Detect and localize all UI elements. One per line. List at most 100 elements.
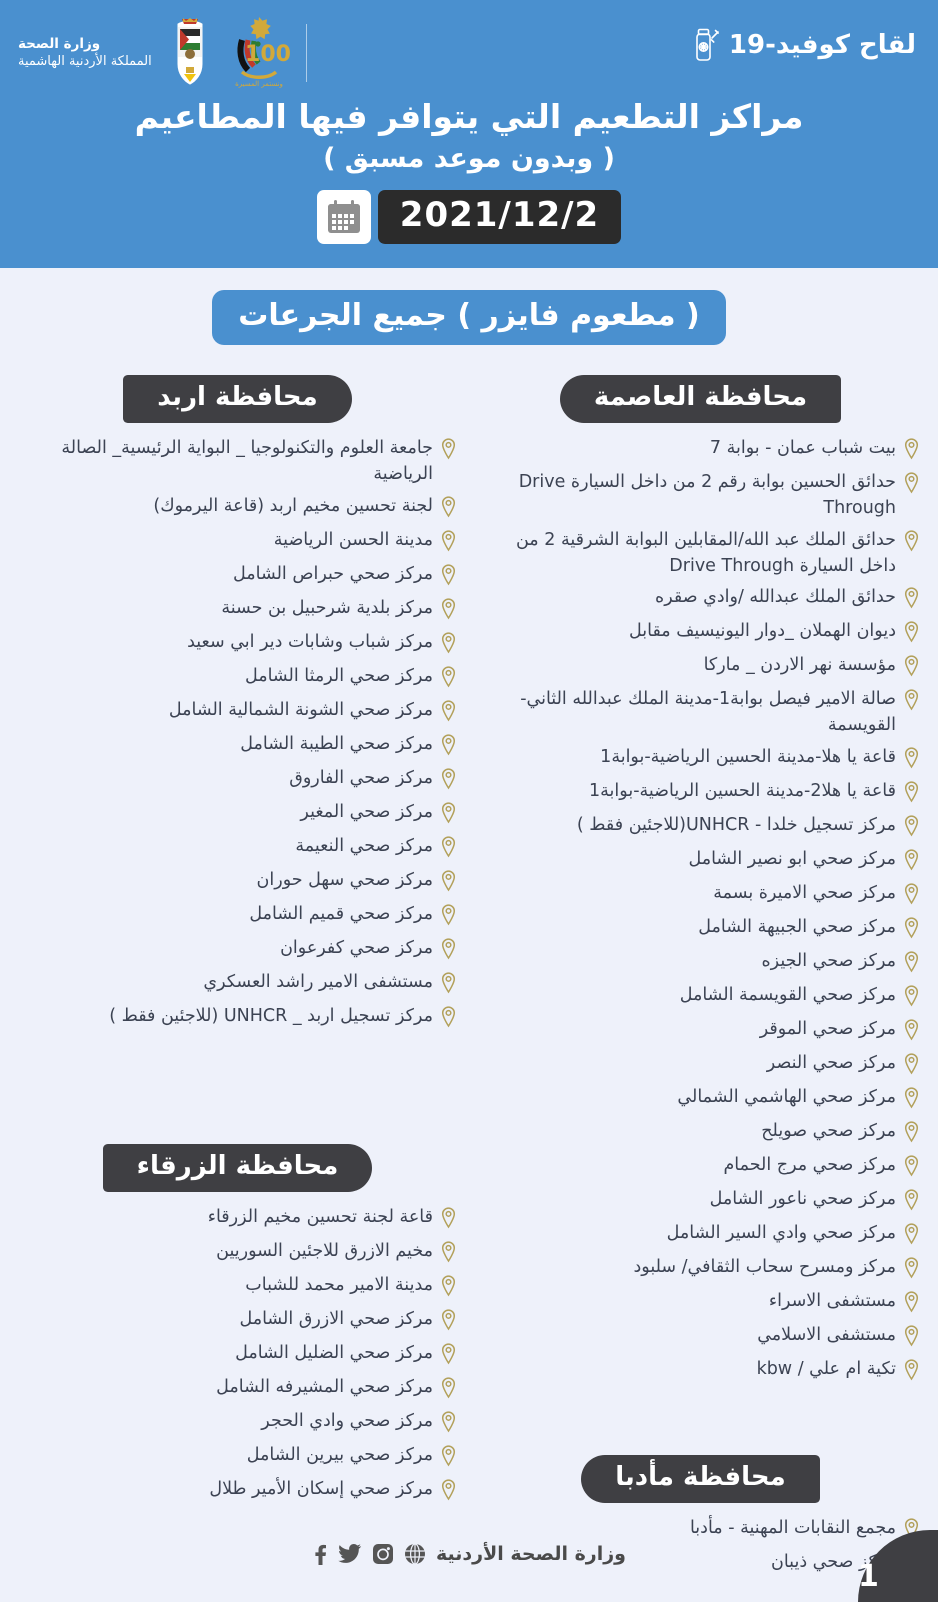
location-pin-icon	[440, 765, 457, 794]
center-name: مركز صحي وادي الحجر	[261, 1410, 433, 1431]
center-name: مجمع النقابات المهنية - مأدبا	[689, 1517, 896, 1538]
location-pin-icon	[440, 867, 457, 896]
location-pin-icon	[903, 744, 920, 773]
svg-text:100: 100	[245, 42, 290, 67]
center-list-item: مركز صحي القويسمة الشامل	[481, 982, 920, 1011]
center-name: مركز صحي النعيمة	[295, 835, 433, 856]
instagram-icon[interactable]	[372, 1543, 394, 1565]
location-pin-icon	[903, 914, 920, 943]
center-name: مركز صحي النصر	[766, 1052, 896, 1073]
calendar-icon	[316, 189, 371, 244]
center-list-item: مركز صحي الهاشمي الشمالي	[481, 1084, 920, 1113]
center-name: مركز صحي الفاروق	[289, 767, 433, 788]
center-name: مركز صحي ناعور الشامل	[709, 1188, 896, 1209]
center-list-item: مركز صحي الرمثا الشامل	[18, 663, 457, 692]
header-top-bar: لقاح كوفيد-19 100	[0, 0, 938, 92]
governorate-header-madaba: محافظة مأدبا	[481, 1454, 920, 1503]
center-name: مركز صحي قميم الشامل	[249, 903, 433, 924]
location-pin-icon	[903, 686, 920, 715]
center-list-item: مركز تسجيل اربد _ UNHCR (للاجئين فقط )	[18, 1003, 457, 1032]
center-name: مركز صحي الطيبة الشامل	[240, 733, 433, 754]
governorate-block-amman: محافظة العاصمة بيت شباب عمان - بوابة 7 حد…	[481, 375, 920, 1385]
covid-vaccine-tag-label: لقاح كوفيد-19	[728, 30, 917, 60]
location-pin-icon	[440, 901, 457, 930]
center-name: مركز صحي الجبيهة الشامل	[698, 916, 896, 937]
center-name: مركز صحي الجيزه	[761, 950, 896, 971]
centennial-caption: ونستمر المسيرة	[235, 80, 283, 88]
center-name: مركز تسجيل اربد _ UNHCR (للاجئين فقط )	[109, 1005, 433, 1026]
location-pin-icon	[440, 1340, 457, 1369]
center-list-item: مركز صحي الفاروق	[18, 765, 457, 794]
page-footer: وزارة الصحة الأردنية	[0, 1520, 938, 1602]
center-name: مركز صحي المغير	[300, 801, 433, 822]
center-list-item: مركز ومسرح سحاب الثقافي/ سلبود	[481, 1254, 920, 1283]
center-name: قاعة يا هلا2-مدينة الحسين الرياضية-بوابة…	[589, 780, 896, 801]
center-name: لجنة تحسين مخيم اربد (قاعة اليرموك)	[153, 495, 433, 516]
center-name: ديوان الهملان _دوار اليونيسيف مقابل	[628, 621, 896, 641]
column-amman-madaba: محافظة العاصمة بيت شباب عمان - بوابة 7 حد…	[469, 375, 920, 1583]
center-name: مركز صحي ابو نصير الشامل	[688, 848, 896, 869]
location-pin-icon	[440, 493, 457, 522]
location-pin-icon	[903, 1356, 920, 1385]
center-list-item: مستشفى الاسلامي	[481, 1322, 920, 1351]
center-list-item: مركز صحي إسكان الأمير طلال	[18, 1476, 457, 1505]
center-list-item: مركز صحي حبراص الشامل	[18, 561, 457, 590]
location-pin-icon	[440, 435, 457, 464]
facebook-icon[interactable]	[312, 1543, 328, 1565]
location-pin-icon	[903, 880, 920, 909]
location-pin-icon	[440, 833, 457, 862]
location-pin-icon	[903, 846, 920, 875]
vaccine-banner-wrap: ( مطعوم فايزر ) جميع الجرعات	[0, 290, 938, 345]
location-pin-icon	[903, 982, 920, 1011]
center-name: مركز صحي الموقر	[759, 1018, 896, 1039]
location-pin-icon	[440, 1442, 457, 1471]
footer-ministry-label: وزارة الصحة الأردنية	[436, 1543, 626, 1565]
center-list-item: مركز صحي ابو نصير الشامل	[481, 846, 920, 875]
governorate-header-zarqa: محافظة الزرقاء	[18, 1143, 457, 1192]
center-name: مركز ومسرح سحاب الثقافي/ سلبود	[633, 1256, 897, 1277]
center-list-amman: بيت شباب عمان - بوابة 7 حدائق الحسين بواب…	[481, 435, 920, 1385]
location-pin-icon	[903, 652, 920, 681]
center-list-item: مركز صحي وادي الحجر	[18, 1408, 457, 1437]
center-name: مركز صحي إسكان الأمير طلال	[209, 1478, 433, 1499]
center-list-item: مركز تسجيل خلدا - UNHCR(للاجئين فقط )	[481, 812, 920, 841]
location-pin-icon	[440, 1306, 457, 1335]
date-row: 2021/12/2	[0, 189, 938, 244]
center-list-item: قاعة لجنة تحسين مخيم الزرقاء	[18, 1204, 457, 1233]
location-pin-icon	[440, 1408, 457, 1437]
center-list-item: مركز صحي الشونة الشمالية الشامل	[18, 697, 457, 726]
center-name: مستشفى الامير راشد العسكري	[203, 971, 433, 992]
column-irbid-zarqa: محافظة اربد جامعة العلوم والتكنولوجيا _ …	[18, 375, 469, 1510]
center-name: مركز شباب وشابات دير ابي سعيد	[187, 631, 433, 652]
center-list-item: مركز صحي المشيرفه الشامل	[18, 1374, 457, 1403]
center-list-item: حدائق الملك عبدالله /وادي صقره	[481, 584, 920, 613]
center-name: مركز صحي الازرق الشامل	[239, 1308, 433, 1329]
center-name: مركز بلدية شرحبيل بن حسنة	[221, 597, 433, 618]
location-pin-icon	[440, 697, 457, 726]
center-list-item: مركز صحي مرج الحمام	[481, 1152, 920, 1181]
center-name: مركز صحي الضليل الشامل	[235, 1342, 433, 1363]
branding-divider	[305, 24, 307, 82]
ministry-name: وزارة الصحة المملكة الأردنية الهاشمية	[18, 35, 152, 71]
location-pin-icon	[440, 1374, 457, 1403]
center-list-item: حدائق الحسين بوابة رقم 2 من داخل السيارة…	[481, 469, 920, 522]
globe-icon[interactable]	[404, 1543, 426, 1565]
location-pin-icon	[903, 584, 920, 613]
location-pin-icon	[903, 1050, 920, 1079]
center-name: مركز صحي الهاشمي الشمالي	[677, 1086, 896, 1107]
center-list-item: مركز صحي بيرين الشامل	[18, 1442, 457, 1471]
governorate-name-irbid: محافظة اربد	[123, 375, 352, 423]
governorate-header-amman: محافظة العاصمة	[481, 375, 920, 423]
center-list-item: مركز صحي وادي السير الشامل	[481, 1220, 920, 1249]
center-name: مركز صحي القويسمة الشامل	[679, 984, 896, 1005]
location-pin-icon	[440, 935, 457, 964]
location-pin-icon	[903, 1254, 920, 1283]
location-pin-icon	[440, 561, 457, 590]
page-header: لقاح كوفيد-19 100	[0, 0, 938, 268]
center-list-item: مركز صحي الاميرة بسمة	[481, 880, 920, 909]
location-pin-icon	[903, 527, 920, 556]
location-pin-icon	[903, 618, 920, 647]
twitter-icon[interactable]	[338, 1543, 362, 1565]
center-list-item: مركز صحي الضليل الشامل	[18, 1340, 457, 1369]
location-pin-icon	[903, 1186, 920, 1215]
